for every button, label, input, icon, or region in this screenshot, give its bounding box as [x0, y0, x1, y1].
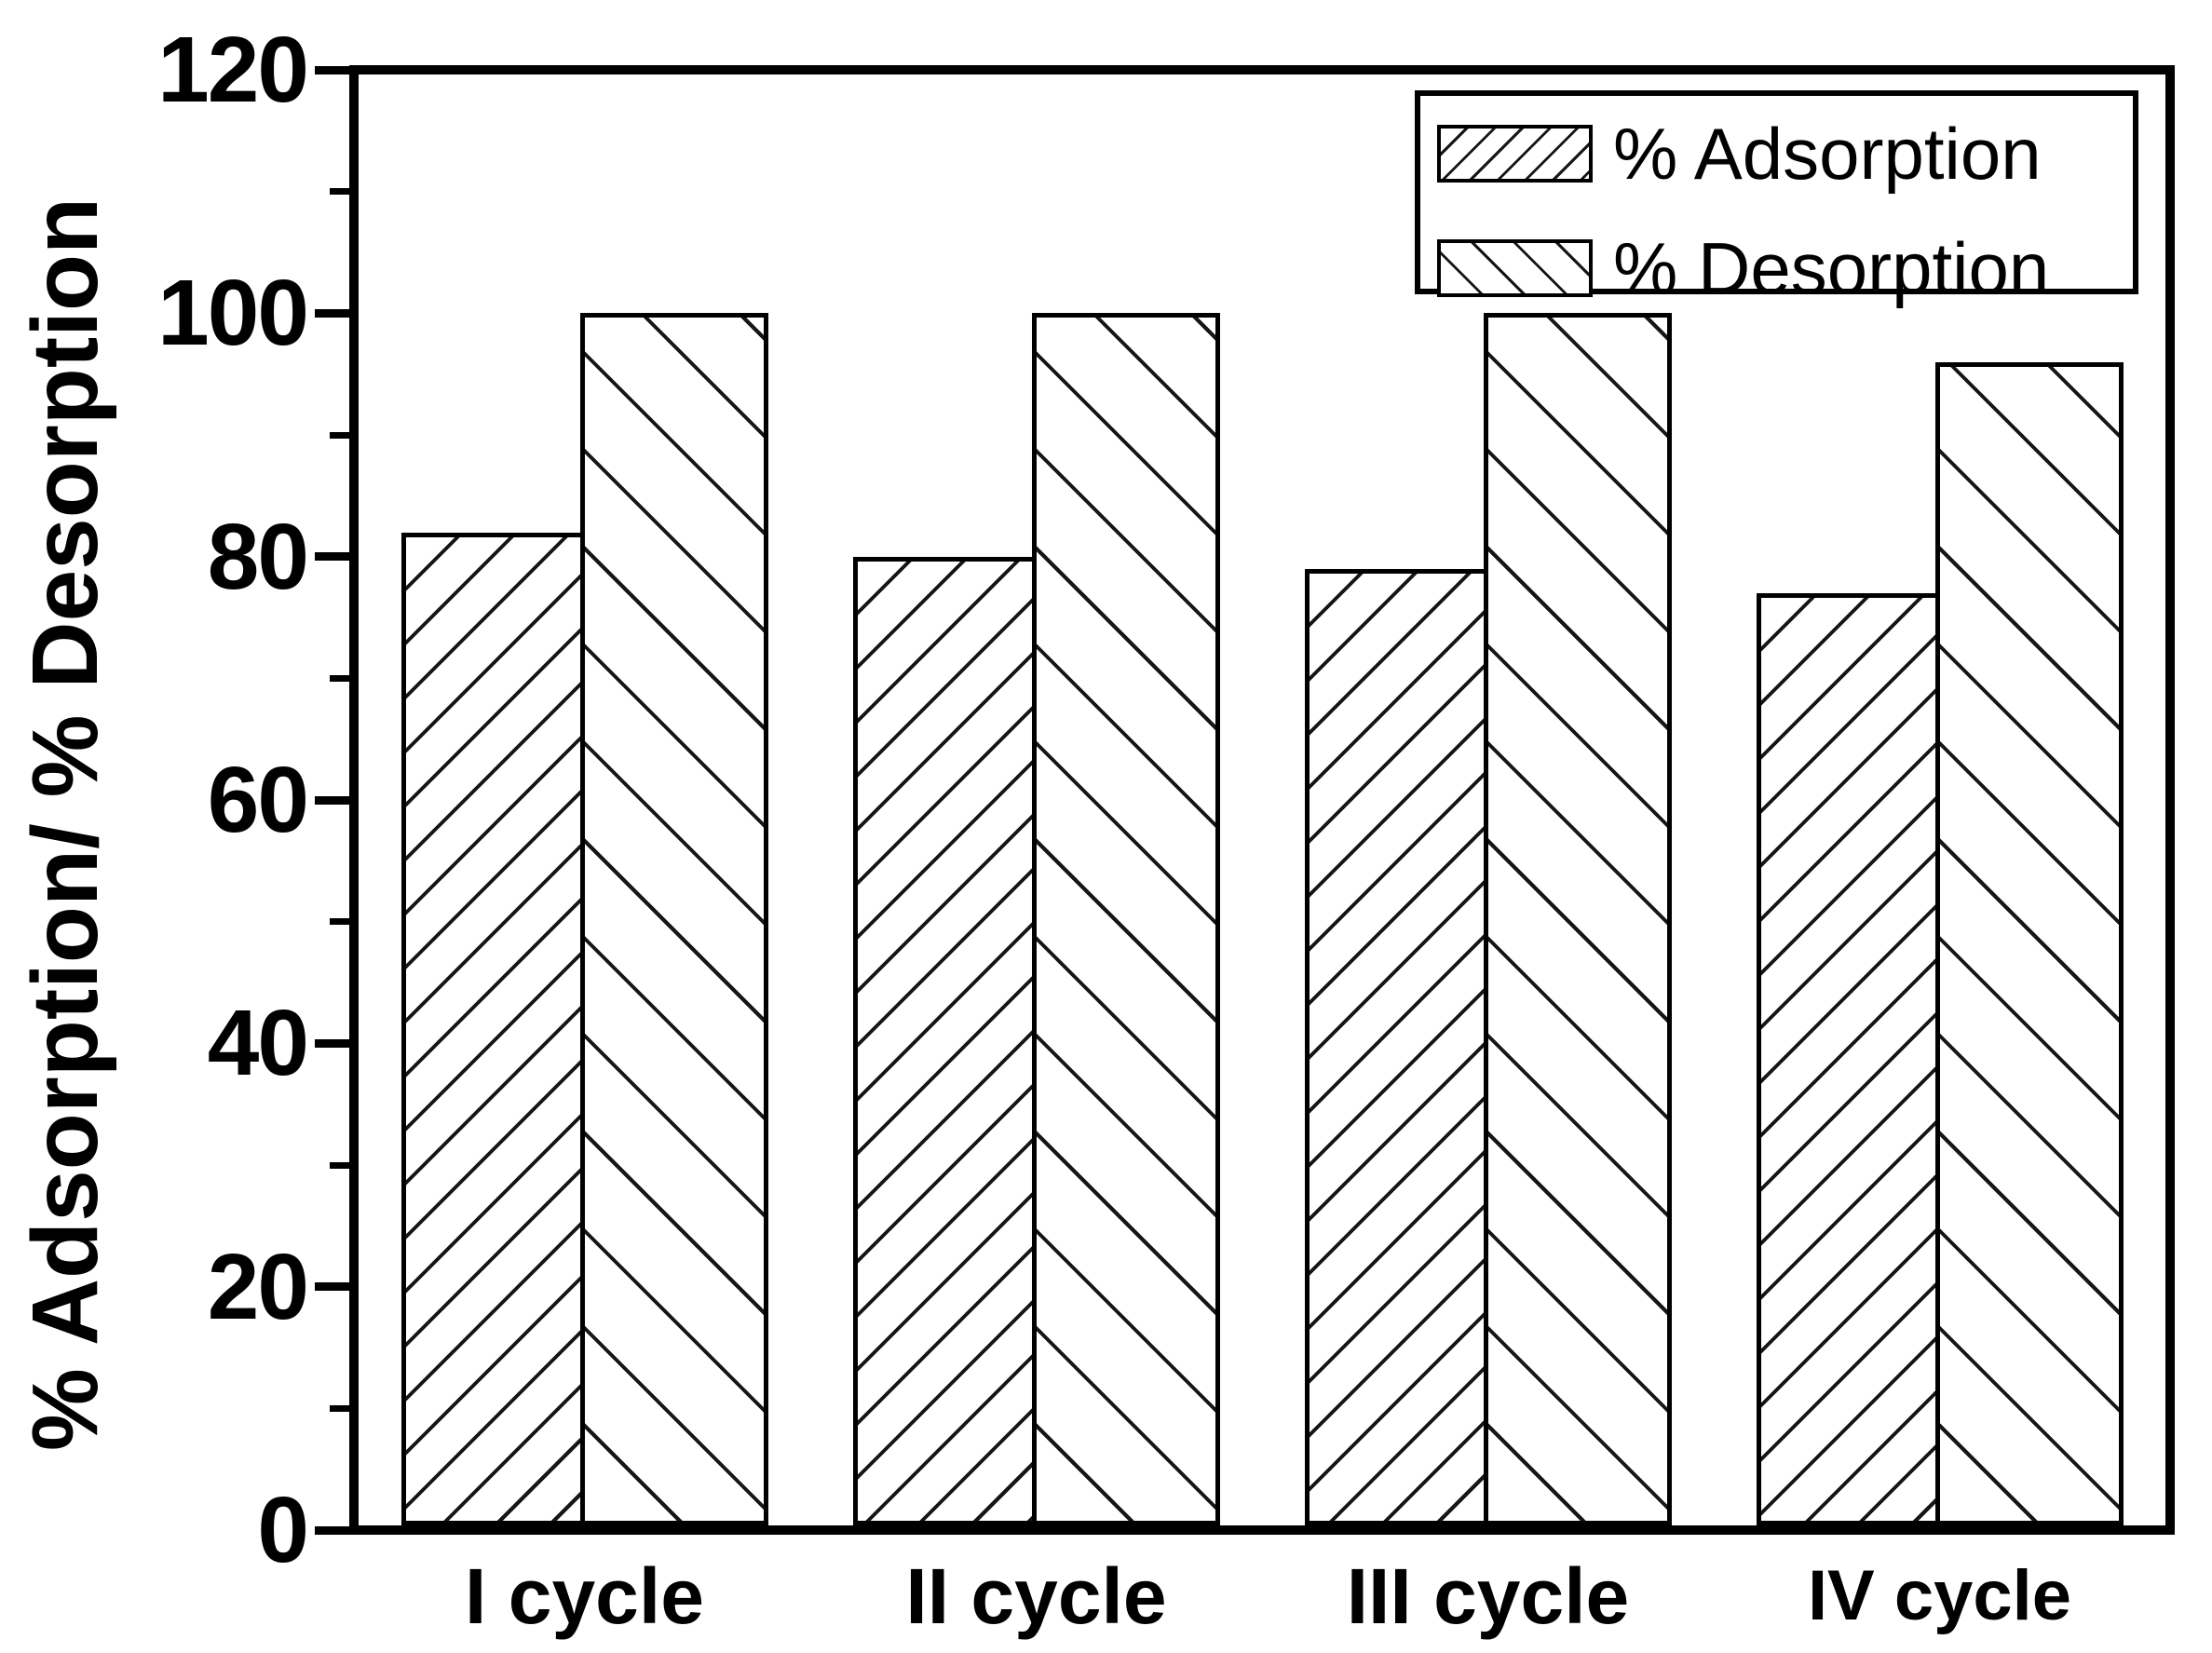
x-axis-label-3: III cycle — [1346, 1552, 1630, 1640]
y-axis-tick-50 — [330, 918, 356, 926]
y-axis-tick-120 — [315, 65, 356, 75]
y-axis-tick-100 — [315, 308, 356, 318]
y-axis-tick-10 — [330, 1404, 356, 1412]
bar-adsorption-iv-cycle — [1756, 592, 1940, 1525]
bar-desorption-i-cycle — [579, 313, 768, 1525]
y-axis-tick-30 — [330, 1161, 356, 1169]
legend-entry-adsorption: % Adsorption — [1437, 116, 2133, 191]
adsorption-hatch-swatch-icon — [1437, 125, 1593, 183]
bar-desorption-ii-cycle — [1031, 313, 1220, 1525]
desorption-hatch-swatch-icon — [1437, 239, 1593, 297]
y-axis-tick-label-60: 60 — [207, 748, 309, 852]
y-axis-tick-label-20: 20 — [207, 1234, 309, 1339]
y-axis-tick-20 — [315, 1282, 356, 1292]
bar-adsorption-iii-cycle — [1304, 568, 1488, 1525]
x-axis-label-2: II cycle — [905, 1552, 1167, 1640]
y-axis-tick-0 — [315, 1525, 356, 1535]
y-axis-tick-label-40: 40 — [207, 991, 309, 1096]
legend: % Adsorption % Desorption — [1415, 90, 2138, 305]
x-axis-label-1: I cycle — [465, 1552, 704, 1640]
bar-adsorption-i-cycle — [400, 532, 585, 1525]
legend-entry-desorption: % Desorption — [1437, 231, 2133, 305]
y-axis-tick-110 — [330, 188, 356, 196]
bar-adsorption-ii-cycle — [852, 556, 1037, 1525]
y-axis-tick-40 — [315, 1038, 356, 1048]
bar-desorption-iii-cycle — [1483, 313, 1672, 1525]
y-axis-tick-90 — [330, 431, 356, 439]
y-axis-tick-label-120: 120 — [157, 18, 309, 122]
x-axis-label-4: IV cycle — [1807, 1556, 2072, 1635]
y-axis-tick-60 — [315, 795, 356, 805]
y-axis-tick-label-80: 80 — [207, 504, 309, 609]
y-axis-tick-label-100: 100 — [157, 261, 309, 366]
bar-desorption-iv-cycle — [1934, 361, 2124, 1525]
legend-label-desorption: % Desorption — [1613, 227, 2050, 309]
legend-label-adsorption: % Adsorption — [1613, 113, 2042, 195]
y-axis-tick-80 — [315, 552, 356, 562]
y-axis-tick-label-0: 0 — [257, 1478, 309, 1582]
y-axis-tick-70 — [330, 674, 356, 682]
